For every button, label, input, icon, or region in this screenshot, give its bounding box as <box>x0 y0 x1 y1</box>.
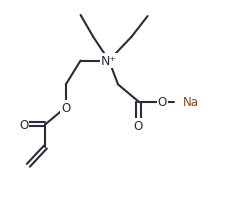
Text: O: O <box>158 95 167 109</box>
Text: O: O <box>19 118 28 131</box>
Text: Na: Na <box>183 95 199 109</box>
Text: O: O <box>61 101 70 114</box>
Text: O: O <box>134 119 143 132</box>
Text: N⁺: N⁺ <box>101 55 117 68</box>
